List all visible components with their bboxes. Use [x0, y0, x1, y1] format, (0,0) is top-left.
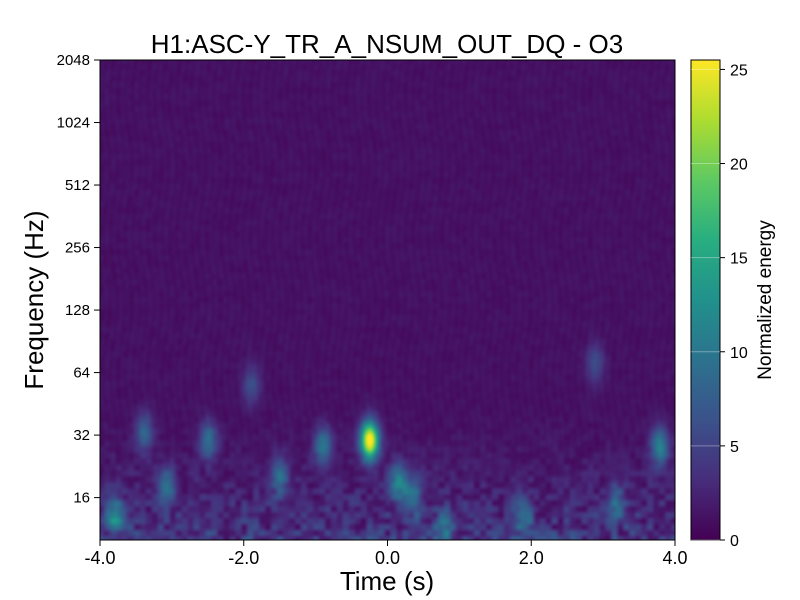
colorbar-tick-label: 10 [730, 345, 748, 362]
y-tick-label: 16 [73, 490, 90, 507]
plot-area [100, 60, 675, 540]
y-tick-label: 64 [73, 365, 90, 382]
colorbar-tick-label: 5 [730, 439, 739, 456]
colorbar-tick-label: 20 [730, 157, 748, 174]
colorbar-tick-label: 0 [730, 533, 739, 550]
x-axis: -4.0 -2.0 0.0 2.0 4.0 [84, 540, 688, 568]
y-tick-label: 256 [65, 240, 90, 257]
x-tick-label: 2.0 [519, 548, 544, 568]
y-axis: 16 32 64 128 256 512 1024 2048 [57, 52, 100, 507]
y-tick-label: 512 [65, 177, 90, 194]
y-tick-label: 32 [73, 427, 90, 444]
chart-title: H1:ASC-Y_TR_A_NSUM_OUT_DQ - O3 [151, 29, 623, 59]
colorbar-axis: 0 5 10 15 20 25 [691, 62, 748, 550]
x-tick-label: 0.0 [375, 548, 400, 568]
x-tick-label: -4.0 [84, 548, 115, 568]
colorbar [690, 59, 721, 541]
x-tick-label: 4.0 [662, 548, 687, 568]
colorbar-tick-label: 25 [730, 62, 748, 79]
x-tick-label: -2.0 [228, 548, 259, 568]
colorbar-label: Normalized energy [755, 220, 776, 380]
y-tick-label: 1024 [57, 115, 90, 132]
y-tick-label: 128 [65, 302, 90, 319]
x-axis-label: Time (s) [340, 566, 434, 596]
colorbar-tick-label: 15 [730, 251, 748, 268]
spectrogram-heatmap [100, 60, 675, 540]
y-axis-label: Frequency (Hz) [19, 210, 49, 389]
y-tick-label: 2048 [57, 52, 90, 69]
